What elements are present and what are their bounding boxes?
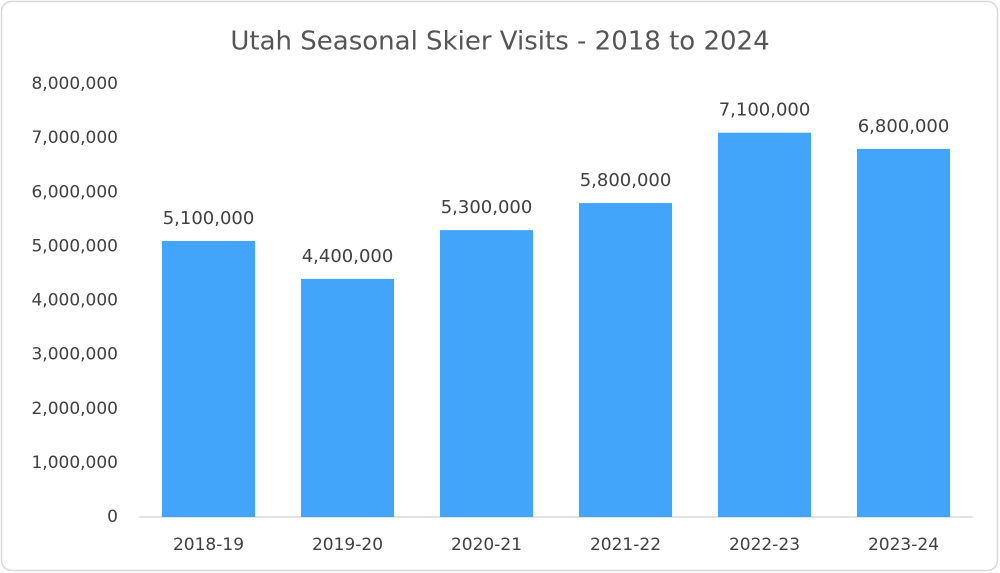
x-tick-label: 2023-24	[868, 535, 939, 555]
y-tick-label: 6,000,000	[31, 182, 118, 202]
data-label: 5,300,000	[441, 197, 533, 218]
y-tick-label: 5,000,000	[31, 236, 118, 256]
y-tick-label: 1,000,000	[31, 453, 118, 473]
data-label: 5,100,000	[163, 208, 255, 229]
y-tick-label: 7,000,000	[31, 128, 118, 148]
y-tick-label: 2,000,000	[31, 399, 118, 419]
x-tick-label: 2018-19	[173, 535, 244, 555]
data-label: 5,800,000	[580, 170, 672, 191]
bar	[856, 148, 951, 517]
chart-title: Utah Seasonal Skier Visits - 2018 to 202…	[230, 27, 769, 57]
x-tick-label: 2021-22	[590, 535, 661, 555]
x-tick-label: 2020-21	[451, 535, 522, 555]
data-label: 7,100,000	[719, 100, 811, 121]
y-tick-label: 8,000,000	[31, 74, 118, 94]
bar	[439, 230, 534, 517]
bar	[578, 203, 673, 517]
y-tick-label: 4,000,000	[31, 291, 118, 311]
bar	[717, 132, 812, 517]
x-tick-label: 2022-23	[729, 535, 800, 555]
data-label: 6,800,000	[858, 116, 950, 137]
y-tick-label: 3,000,000	[31, 345, 118, 365]
x-tick-label: 2019-20	[312, 535, 383, 555]
bar	[300, 278, 395, 517]
bar	[161, 240, 256, 517]
data-label: 4,400,000	[302, 246, 394, 267]
y-tick-label: 0	[107, 507, 118, 527]
